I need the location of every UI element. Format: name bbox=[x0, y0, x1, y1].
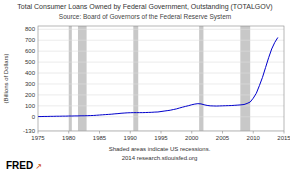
y-tick-label: 400 bbox=[25, 70, 36, 76]
footer-source: 2014 research.stlouisfed.org bbox=[122, 155, 198, 161]
chart: Total Consumer Loans Owned by Federal Go… bbox=[0, 0, 290, 174]
y-axis-label: (Billions of Dollars) bbox=[3, 53, 9, 103]
grid-line bbox=[38, 51, 284, 52]
y-tick-label: 200 bbox=[25, 92, 36, 98]
x-tick bbox=[38, 131, 39, 134]
grid-line bbox=[38, 116, 284, 117]
x-tick bbox=[68, 131, 69, 134]
grid-line bbox=[38, 40, 284, 41]
data-line bbox=[38, 37, 278, 116]
grid-line bbox=[38, 62, 284, 63]
recession-band bbox=[78, 26, 87, 131]
grid-line bbox=[38, 105, 284, 106]
y-tick-label: 700 bbox=[25, 37, 36, 43]
x-tick bbox=[222, 131, 223, 134]
y-tick-label: 0 bbox=[32, 114, 36, 120]
x-tick bbox=[284, 131, 285, 134]
y-tick-label: 600 bbox=[25, 48, 36, 54]
footer-note: Shaded areas indicate US recessions. bbox=[109, 146, 211, 152]
x-tick-label: 1980 bbox=[62, 135, 76, 141]
plot-area bbox=[38, 26, 284, 131]
x-tick-label: 1995 bbox=[154, 135, 168, 141]
recession-band bbox=[69, 26, 72, 131]
plot-frame bbox=[38, 26, 284, 131]
x-tick-label: 2005 bbox=[216, 135, 230, 141]
y-tick-label: 100 bbox=[25, 103, 36, 109]
x-tick-label: 1985 bbox=[93, 135, 107, 141]
fred-icon: ↗ bbox=[35, 162, 42, 171]
title: Total Consumer Loans Owned by Federal Go… bbox=[17, 3, 272, 11]
grid-line bbox=[38, 29, 284, 30]
y-tick-label: -130 bbox=[23, 128, 36, 134]
grid-line bbox=[38, 73, 284, 74]
x-tick bbox=[253, 131, 254, 134]
x-tick-label: 1975 bbox=[31, 135, 45, 141]
y-tick-label: 300 bbox=[25, 81, 36, 87]
plot-content bbox=[38, 26, 284, 131]
x-tick-label: 2000 bbox=[185, 135, 199, 141]
x-tick-label: 1990 bbox=[124, 135, 138, 141]
x-tick bbox=[130, 131, 131, 134]
x-tick bbox=[191, 131, 192, 134]
x-tick-label: 2010 bbox=[247, 135, 261, 141]
x-tick-label: 2015 bbox=[277, 135, 290, 141]
grid-line bbox=[38, 83, 284, 84]
page: {"chart_data": {"type": "line", "title":… bbox=[0, 0, 290, 174]
y-tick-label: 800 bbox=[25, 26, 36, 32]
subtitle: Source: Board of Governors of the Federa… bbox=[59, 13, 231, 21]
fred-label: FRED bbox=[6, 160, 33, 171]
x-tick bbox=[99, 131, 100, 134]
recession-band bbox=[240, 26, 250, 131]
recession-band bbox=[133, 26, 138, 131]
recession-band bbox=[199, 26, 203, 131]
y-tick-label: 500 bbox=[25, 59, 36, 65]
grid-line bbox=[38, 94, 284, 95]
x-tick bbox=[161, 131, 162, 134]
